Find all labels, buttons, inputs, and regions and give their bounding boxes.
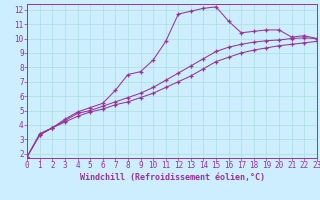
X-axis label: Windchill (Refroidissement éolien,°C): Windchill (Refroidissement éolien,°C) <box>79 173 265 182</box>
